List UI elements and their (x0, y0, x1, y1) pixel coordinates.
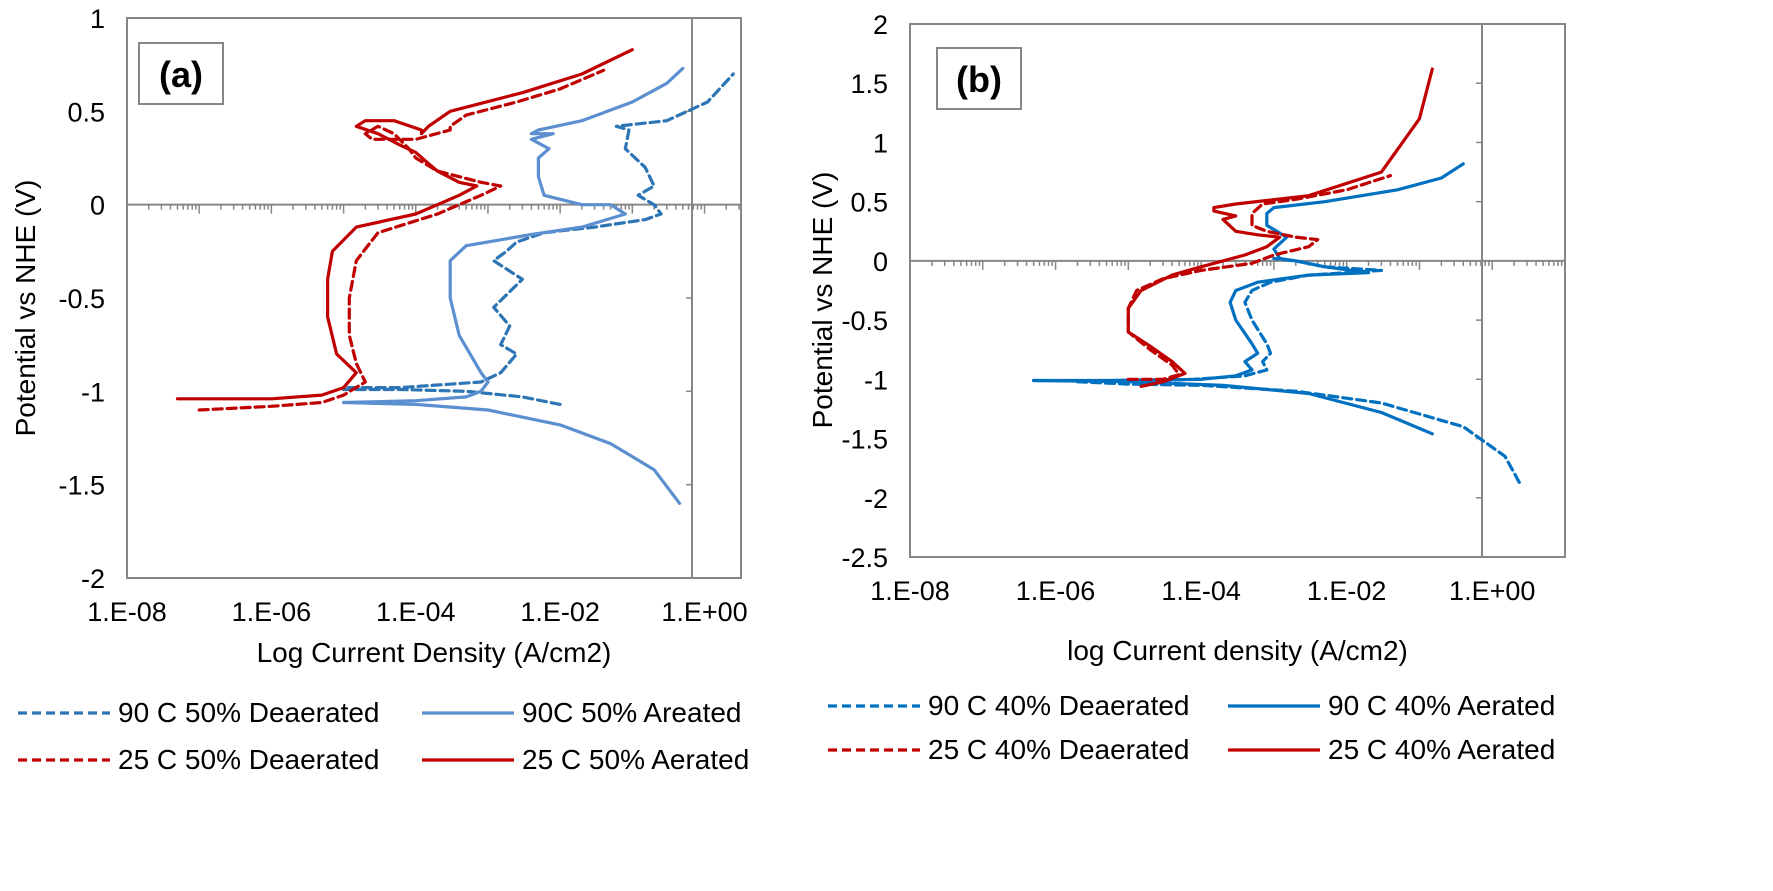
legend-label: 90 C 40% Deaerated (928, 690, 1190, 721)
y-tick-label: 0.5 (67, 97, 105, 127)
panel-tag: (b) (956, 59, 1002, 100)
panel-tag-box (138, 42, 224, 105)
x-tick-label: 1.E-02 (520, 597, 600, 627)
x-tick-label: 1.E-02 (1307, 576, 1387, 606)
y-tick-label: -2 (81, 564, 105, 594)
plot-area (909, 23, 1566, 558)
series-line-90-c-40-aerated-cathodic-branch- (1031, 378, 1434, 436)
x-tick-label: 1.E+00 (661, 597, 747, 627)
y-tick-label: -1 (81, 377, 105, 407)
legend-label: 25 C 50% Deaerated (118, 744, 380, 775)
x-tick-label: 1.E-06 (1016, 576, 1096, 606)
series-line-90c-50-areated-cathodic-branch- (342, 400, 682, 505)
y-tick-label: -0.5 (841, 306, 888, 336)
x-axis-title: Log Current Density (A/cm2) (257, 637, 612, 668)
legend-label: 90 C 40% Aerated (1328, 690, 1555, 721)
x-tick-label: 1.E-08 (870, 576, 950, 606)
y-tick-label: 1 (873, 128, 888, 158)
legend-label: 25 C 40% Deaerated (928, 734, 1190, 765)
series-line-90c-50-areated (342, 66, 685, 405)
legend-label: 25 C 40% Aerated (1328, 734, 1555, 765)
panel-tag: (a) (159, 54, 203, 95)
series-line-90-c-40-deaerated (1075, 256, 1384, 384)
panel-tag-box (936, 47, 1022, 110)
y-tick-label: 0 (873, 247, 888, 277)
series-line-25-c-50-deaerated (197, 68, 606, 412)
series-line-90-c-40-aerated (1031, 162, 1465, 383)
y-tick-label: -0.5 (58, 284, 105, 314)
legend-label: 90 C 50% Deaerated (118, 697, 380, 728)
y-tick-label: 0.5 (850, 188, 888, 218)
y-axis-title: Potential vs NHE (V) (10, 180, 41, 437)
series-line-25-c-50-aerated (175, 48, 634, 401)
x-tick-label: 1.E+00 (1449, 576, 1535, 606)
y-tick-label: -1.5 (58, 471, 105, 501)
series-line-25-c-40-deaerated (1126, 174, 1393, 381)
y-tick-label: 1 (90, 4, 105, 34)
legend-label: 90C 50% Areated (522, 697, 742, 728)
x-tick-label: 1.E-04 (1161, 576, 1241, 606)
series-line-25-c-40-aerated (1126, 67, 1434, 388)
x-tick-label: 1.E-06 (232, 597, 312, 627)
plot-area (126, 17, 742, 579)
x-tick-label: 1.E-08 (87, 597, 167, 627)
y-tick-label: -2.5 (841, 543, 888, 573)
y-tick-label: 1.5 (850, 69, 888, 99)
y-tick-label: 2 (873, 10, 888, 40)
y-tick-label: -2 (864, 484, 888, 514)
y-tick-label: 0 (90, 191, 105, 221)
x-axis-title: log Current density (A/cm2) (1067, 635, 1408, 666)
y-tick-label: -1 (864, 365, 888, 395)
series-line-90-c-40-deaerated-cathodic-branch- (1075, 380, 1523, 488)
legend-label: 25 C 50% Aerated (522, 744, 749, 775)
panel-a-chart: 1 0.5 0 -0.5 -1 -1.5 -21.E-08 1.E-06 1.E-04 1.E-0… (10, 4, 749, 775)
x-tick-label: 1.E-04 (376, 597, 456, 627)
panel-b-chart: 2 1.5 1 0.5 0 -0.5 -1 -1.5 -2 -2.51.E-08 1.E-06 1.E… (807, 10, 1566, 765)
y-tick-label: -1.5 (841, 425, 888, 455)
y-axis-title: Potential vs NHE (V) (807, 172, 838, 429)
